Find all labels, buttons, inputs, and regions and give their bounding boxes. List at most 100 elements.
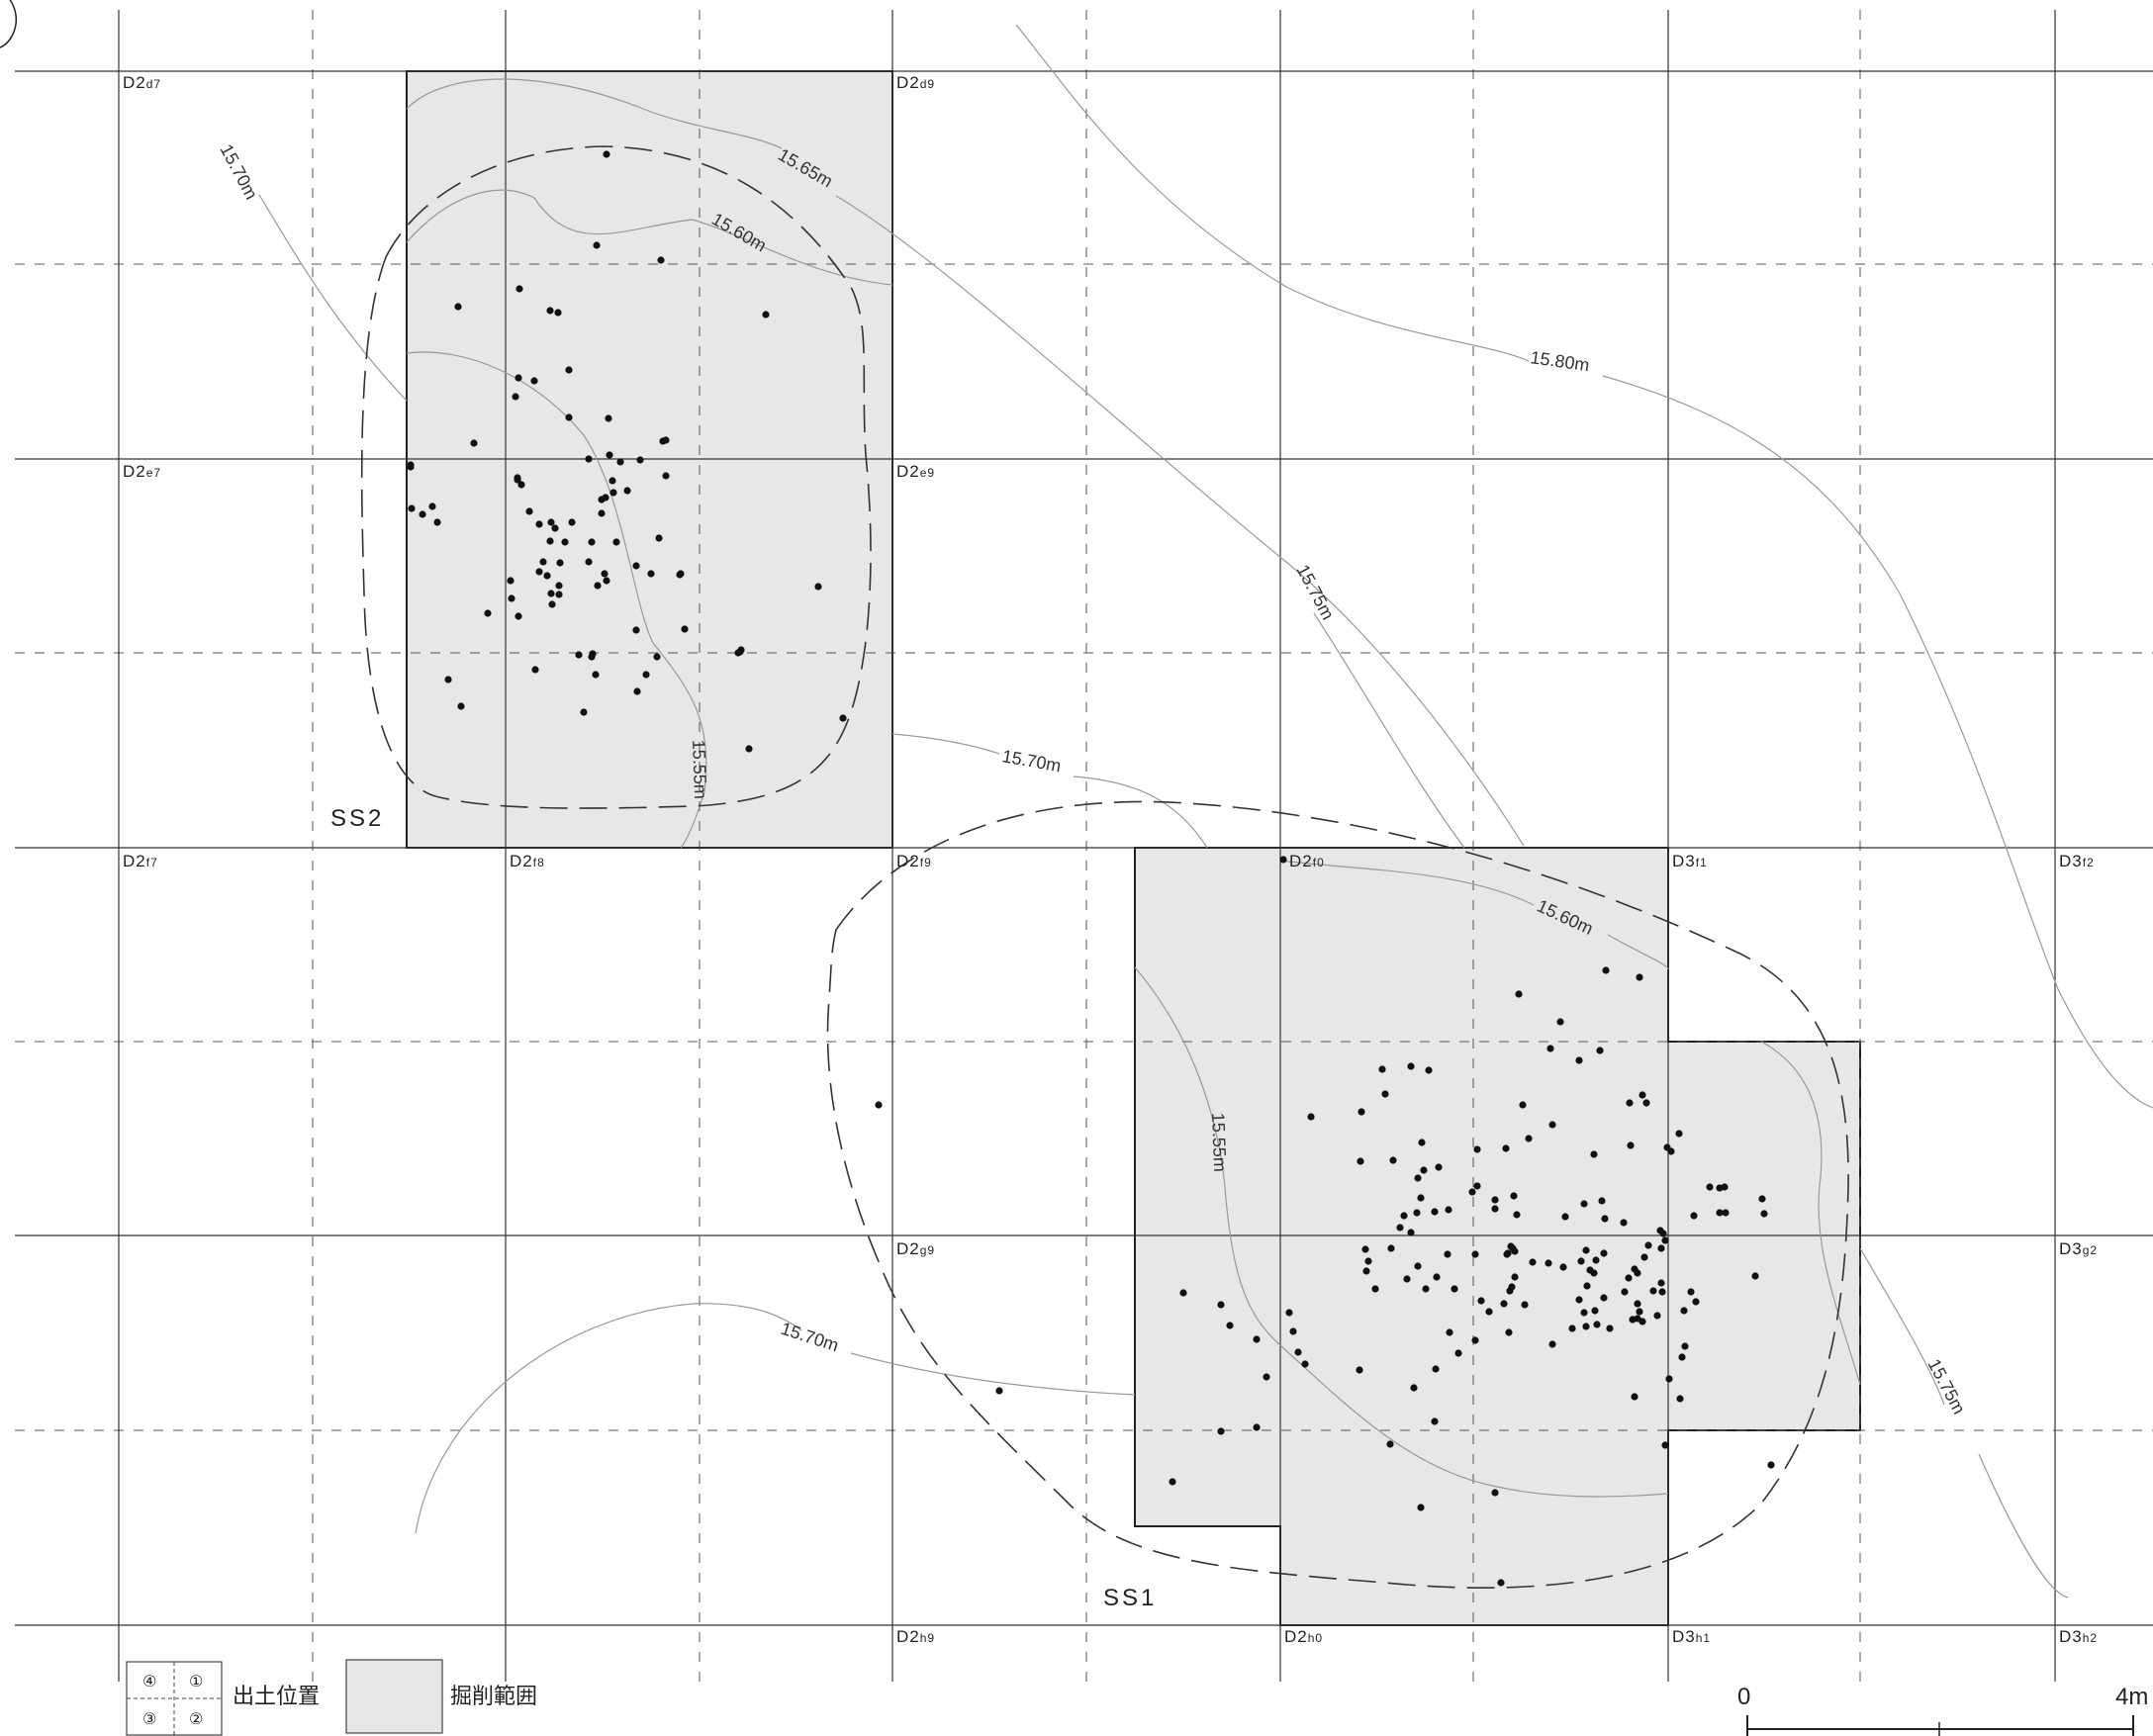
find-spot-dot	[565, 366, 573, 374]
grid-label: D3h1	[1672, 1627, 1711, 1646]
find-spot-dot	[1217, 1301, 1225, 1309]
find-spot-dot	[428, 503, 436, 510]
find-spot-dot	[1592, 1256, 1600, 1264]
find-spot-dot	[1413, 1209, 1421, 1217]
find-spot-dot	[1491, 1489, 1499, 1497]
find-spot-dot	[1362, 1267, 1370, 1275]
find-spot-dot	[1575, 1296, 1583, 1304]
find-spot-dot	[598, 496, 606, 503]
find-spot-dot	[814, 583, 822, 591]
find-spot-dot	[603, 577, 610, 585]
find-spot-dot	[515, 374, 522, 382]
find-spot-dot	[1692, 1298, 1700, 1306]
find-spot-dot	[662, 472, 670, 480]
find-spot-dot	[608, 477, 616, 485]
find-spot-dot	[1451, 1285, 1458, 1293]
find-spot-dot	[454, 303, 462, 311]
find-spot-dot	[1722, 1209, 1730, 1217]
find-spot-dot	[588, 653, 596, 661]
find-spot-dot	[568, 518, 576, 526]
find-spot-dot	[1591, 1307, 1599, 1315]
find-spot-dot	[547, 590, 555, 597]
find-spot-dot	[1431, 1417, 1439, 1425]
find-spot-dot	[547, 518, 555, 526]
find-spot-dot	[1500, 1300, 1508, 1308]
find-spot-dot	[1681, 1342, 1689, 1350]
find-spot-dot	[1721, 1183, 1729, 1191]
find-spot-dot	[681, 625, 689, 633]
contour-1560-ss2	[406, 189, 893, 286]
find-spot-dot	[592, 671, 600, 679]
find-spot-dot	[1678, 1353, 1686, 1361]
find-spot-dot	[1758, 1195, 1766, 1203]
find-spot-dot	[1169, 1478, 1176, 1486]
find-spot-dot	[1511, 1273, 1519, 1281]
find-spot-dot	[1417, 1504, 1425, 1511]
find-spot-dot	[1435, 1163, 1443, 1171]
find-spot-dot	[1513, 1211, 1521, 1219]
find-spot-dot	[1485, 1308, 1493, 1316]
find-spot-dot	[1420, 1166, 1428, 1174]
find-spot-dot	[1445, 1206, 1452, 1214]
find-spot-dot	[551, 524, 559, 532]
find-spot-dot	[1661, 1236, 1669, 1244]
find-spot-dot	[1510, 1192, 1518, 1200]
find-spot-dot	[1559, 1263, 1567, 1271]
find-spot-dot	[1217, 1427, 1225, 1435]
find-spot-dot	[543, 572, 551, 580]
find-spot-dot	[1431, 1208, 1439, 1216]
contour-label: 15.55m	[689, 739, 710, 799]
find-spot-dot	[444, 676, 452, 684]
find-spot-dot	[1582, 1246, 1590, 1254]
find-spot-dot	[1626, 1099, 1634, 1107]
legend-excavation-swatch	[345, 1659, 443, 1734]
find-spot-dot	[1656, 1227, 1664, 1234]
find-spot-dot	[1640, 1253, 1648, 1261]
find-spot-dot	[1621, 1288, 1629, 1296]
find-spot-dot	[1561, 1213, 1569, 1221]
find-spot-dot	[1548, 1340, 1556, 1348]
contour-1570-mid	[891, 733, 1000, 755]
find-spot-dot	[1454, 1349, 1462, 1357]
find-spot-dot	[606, 451, 613, 459]
find-spot-dot	[555, 582, 563, 590]
find-spot-dot	[548, 600, 556, 608]
contour-1555-ss1	[1134, 966, 1669, 1498]
contour-1570-ss2	[258, 194, 408, 402]
find-spot-dot	[609, 489, 617, 497]
find-spot-dot	[603, 150, 610, 158]
legend: ④ ① ③ ② 出土位置 掘削範囲	[126, 1659, 537, 1736]
legend-quadrant-2: ②	[189, 1711, 203, 1728]
find-spot-dot	[1226, 1322, 1234, 1329]
contour-label: 15.75m	[1923, 1355, 1969, 1416]
find-spot-dot	[457, 702, 465, 710]
find-spot-dot	[1636, 973, 1643, 981]
grid-label: D2d7	[123, 73, 161, 92]
find-spot-dot	[1414, 1262, 1422, 1270]
grid-lines	[15, 10, 2153, 1682]
find-spot-dot	[1638, 1091, 1646, 1099]
find-spot-dot	[734, 649, 742, 657]
legend-quadrant-1: ①	[189, 1674, 203, 1690]
find-spot-dot	[1511, 1247, 1519, 1255]
find-spot-dot	[1657, 1244, 1665, 1252]
find-spot-dot	[1263, 1373, 1270, 1381]
grid-label: D2g9	[896, 1239, 935, 1258]
contour-1560-ss1	[1279, 860, 1535, 906]
grid-label: D3f2	[2059, 852, 2095, 870]
find-spot-dot	[1396, 1224, 1404, 1232]
find-spot-dot	[1521, 1301, 1529, 1309]
find-spot-dot	[470, 439, 478, 447]
grid-label: D2f9	[896, 852, 932, 870]
grid-label: D2d9	[896, 73, 935, 92]
grid-label: D3g2	[2059, 1239, 2098, 1258]
grid-label: D2f0	[1289, 852, 1325, 870]
find-spot-dot	[1422, 1285, 1430, 1293]
find-spot-dot	[1634, 1269, 1641, 1277]
find-spot-dot	[605, 414, 612, 422]
find-spot-dot	[1751, 1272, 1759, 1280]
find-spot-dot	[1602, 966, 1610, 974]
find-spot-dot	[1477, 1297, 1485, 1305]
find-spot-dot	[1468, 1188, 1476, 1196]
find-spot-dot	[585, 558, 593, 566]
